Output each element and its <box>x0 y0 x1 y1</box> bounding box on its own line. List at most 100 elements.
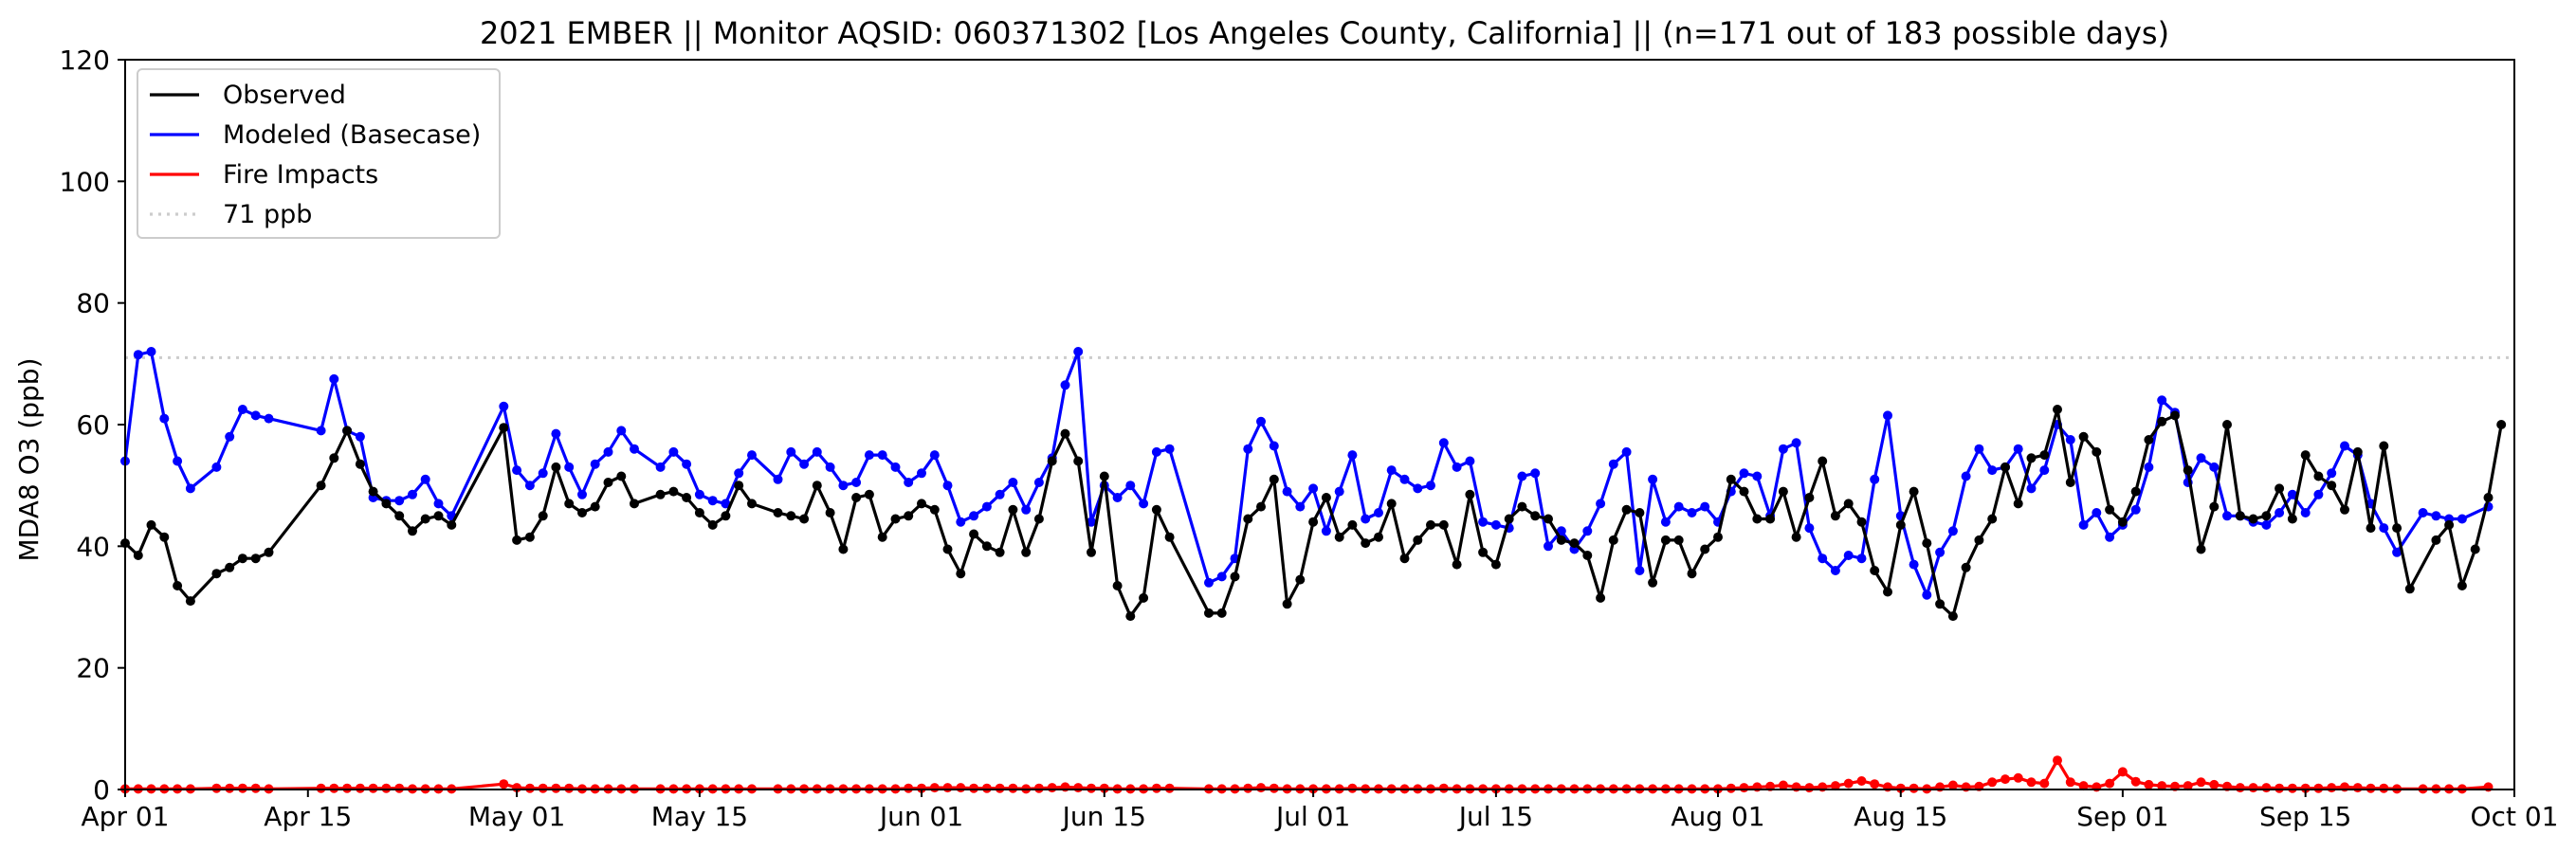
legend-label: Observed <box>223 81 346 110</box>
data-point <box>668 486 679 497</box>
data-point <box>1295 574 1306 585</box>
data-point <box>394 496 405 506</box>
data-point <box>237 783 247 793</box>
data-point <box>447 519 457 530</box>
data-point <box>1870 474 1880 484</box>
data-point <box>394 511 405 521</box>
data-point <box>499 779 509 789</box>
data-point <box>1438 783 1449 793</box>
data-point <box>1099 783 1109 793</box>
data-point <box>1374 508 1383 517</box>
data-point <box>981 783 992 793</box>
data-point <box>1517 501 1527 512</box>
data-point <box>2170 410 2180 421</box>
data-point <box>1739 783 1749 793</box>
data-point <box>851 493 862 502</box>
data-point <box>1125 611 1136 622</box>
data-point <box>773 508 783 517</box>
chart-title: 2021 EMBER || Monitor AQSID: 060371302 [… <box>480 15 2169 51</box>
data-point <box>1909 559 1919 570</box>
data-point <box>1804 523 1815 534</box>
data-point <box>1843 499 1854 509</box>
data-point <box>524 532 535 542</box>
data-point <box>1752 471 1763 481</box>
data-point <box>1947 526 1958 536</box>
data-point <box>564 783 575 793</box>
data-point <box>668 446 679 457</box>
data-point <box>1895 519 1906 530</box>
series-modeled-basecase <box>120 347 2494 600</box>
data-point <box>512 465 522 476</box>
data-point <box>694 508 704 517</box>
data-point <box>1974 444 1984 454</box>
data-point <box>2157 781 2167 791</box>
data-point <box>2222 511 2232 521</box>
series-fire-impacts <box>120 755 2494 794</box>
data-point <box>1256 501 1266 512</box>
data-point <box>1608 535 1618 545</box>
x-tick-label: Jul 01 <box>1274 801 1350 832</box>
data-point <box>1047 456 1057 466</box>
data-point <box>969 511 979 521</box>
data-point <box>2313 489 2324 499</box>
data-point <box>1361 514 1371 524</box>
data-point <box>1438 438 1449 448</box>
data-point <box>2327 783 2337 793</box>
data-point <box>524 783 535 793</box>
data-point <box>1413 535 1423 545</box>
data-point <box>1087 783 1096 793</box>
data-point <box>864 450 874 461</box>
data-point <box>929 450 940 461</box>
data-point <box>1765 514 1776 524</box>
data-point <box>1726 783 1736 793</box>
data-point <box>264 547 274 557</box>
x-tick-label: Jul 15 <box>1457 801 1533 832</box>
data-point <box>1478 547 1489 557</box>
data-point <box>1922 538 1932 549</box>
data-point <box>2209 779 2220 789</box>
data-point <box>956 517 966 527</box>
data-point <box>2404 584 2415 594</box>
data-point <box>2379 523 2389 534</box>
data-point <box>1465 489 1475 499</box>
x-tick-label: Oct 01 <box>2471 801 2559 832</box>
data-point <box>2352 783 2363 793</box>
data-point <box>969 529 979 539</box>
data-point <box>995 489 1005 499</box>
data-point <box>1282 486 1292 497</box>
data-point <box>1856 554 1867 564</box>
data-point <box>682 493 692 502</box>
data-point <box>1230 572 1240 582</box>
data-point <box>2300 450 2311 461</box>
data-point <box>2392 547 2402 557</box>
data-point <box>2092 446 2102 457</box>
data-point <box>2261 519 2272 530</box>
data-point <box>538 511 548 521</box>
legend-box <box>137 68 501 239</box>
data-point <box>1582 526 1593 536</box>
data-point <box>1347 450 1358 461</box>
x-tick-label: May 01 <box>468 801 565 832</box>
data-point <box>2313 471 2324 481</box>
data-point <box>1870 566 1880 575</box>
data-point <box>1883 410 1892 421</box>
data-point <box>1256 783 1266 793</box>
data-point <box>1438 519 1449 530</box>
x-tick-label: Apr 01 <box>82 801 170 832</box>
data-point <box>2483 493 2494 502</box>
data-point <box>1347 783 1358 793</box>
data-point <box>133 350 143 360</box>
data-point <box>408 489 417 499</box>
data-point <box>329 783 339 793</box>
data-point <box>1830 566 1840 575</box>
data-point <box>929 783 940 793</box>
data-point <box>159 532 170 542</box>
x-tick-label: Aug 01 <box>1671 801 1764 832</box>
data-point <box>1739 486 1749 497</box>
data-point <box>1635 566 1645 575</box>
data-point <box>250 783 261 793</box>
data-point <box>1125 481 1136 491</box>
data-point <box>2105 532 2115 542</box>
data-point <box>538 783 548 793</box>
data-point <box>1164 783 1175 793</box>
